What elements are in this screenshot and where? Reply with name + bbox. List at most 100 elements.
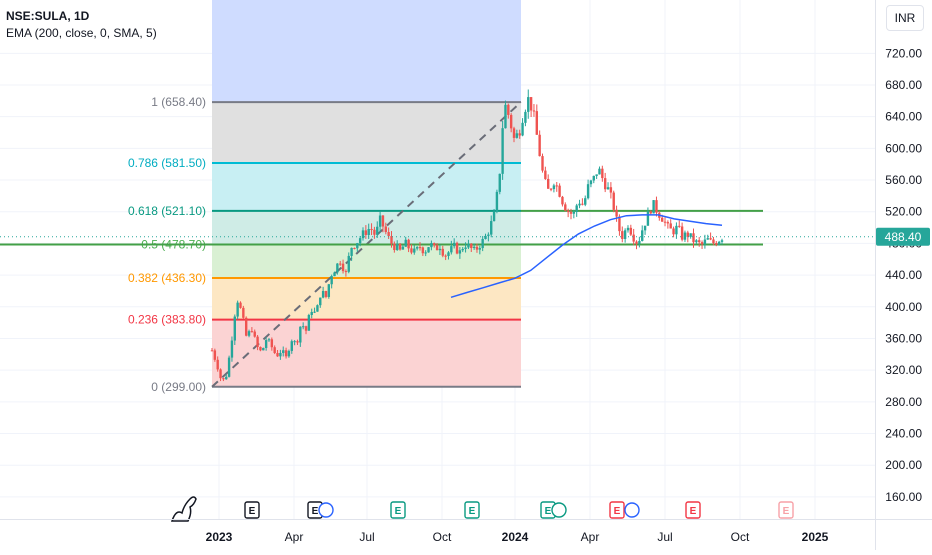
candle-body <box>384 226 387 233</box>
candle-body <box>244 317 248 336</box>
candle-body <box>230 340 234 358</box>
candle <box>544 166 547 180</box>
candle-body <box>290 341 293 351</box>
candle <box>458 246 462 259</box>
time-axis-labels: 2023 Apr Jul Oct 2024 Apr Jul Oct 2025 <box>206 530 829 544</box>
candle-body <box>287 350 291 357</box>
candle <box>327 283 331 299</box>
candle-body <box>393 243 396 251</box>
candle <box>210 348 214 352</box>
earnings-marker-icon: E <box>244 501 260 519</box>
price-tick-label: 600.00 <box>885 141 922 155</box>
candle <box>401 244 405 250</box>
candle-body <box>276 352 279 357</box>
candle-body <box>467 243 470 248</box>
fib-zone <box>212 278 521 320</box>
candle <box>509 113 513 133</box>
earnings-marker-icon: E <box>685 501 701 519</box>
candle <box>481 235 484 252</box>
candle <box>304 325 308 335</box>
candle-body <box>313 311 316 313</box>
candle-body <box>660 217 664 222</box>
time-tick-label: 2023 <box>206 530 233 544</box>
candle <box>227 355 231 378</box>
candle <box>324 290 328 299</box>
candle <box>333 271 336 277</box>
fib-level-label: 1 (658.40) <box>151 95 206 109</box>
earnings-marker-glyph: E <box>783 506 790 517</box>
candle-body <box>410 248 413 253</box>
candle-body <box>703 239 707 245</box>
candle <box>552 183 556 193</box>
time-axis-panel[interactable] <box>0 519 876 550</box>
candle-body <box>638 240 641 244</box>
candle-body <box>547 178 550 189</box>
candle-body <box>381 215 385 227</box>
candle <box>350 247 353 261</box>
candle <box>575 203 578 217</box>
earnings-marker-icon: E <box>609 501 625 519</box>
candle-body <box>264 340 268 348</box>
price-tick-label: 320.00 <box>885 363 922 377</box>
candle <box>498 173 501 195</box>
fib-zone <box>212 244 521 279</box>
candle-body <box>706 238 709 240</box>
candle-body <box>612 192 615 210</box>
earnings-marker-frame <box>778 501 794 519</box>
candle <box>558 183 561 198</box>
price-axis-panel[interactable] <box>875 0 932 520</box>
candle <box>415 246 419 251</box>
candle <box>427 246 430 253</box>
candle-body <box>544 170 547 179</box>
candle <box>219 368 222 382</box>
candle <box>301 322 305 330</box>
candle-body <box>490 221 493 235</box>
candle <box>484 233 487 240</box>
candle-body <box>601 168 604 179</box>
candle-body <box>339 263 342 265</box>
candle <box>635 240 638 250</box>
last-price-tag <box>876 227 930 246</box>
candle <box>669 219 672 229</box>
currency-button[interactable]: INR <box>886 5 924 31</box>
time-tick-label: Oct <box>433 530 452 544</box>
candle-body <box>575 205 578 212</box>
candle-body <box>692 233 695 243</box>
time-tick-label: 2024 <box>502 530 529 544</box>
candle <box>421 246 425 256</box>
candle-body <box>390 236 393 244</box>
symbol-title[interactable]: NSE:SULA, 1D <box>6 9 90 23</box>
candle-body <box>626 227 630 231</box>
candle-body <box>720 240 724 242</box>
candle <box>663 217 667 227</box>
candle <box>250 327 254 333</box>
candle-body <box>609 187 613 193</box>
ema-indicator-label[interactable]: EMA (200, close, 0, SMA, 5) <box>6 26 157 40</box>
candle-body <box>615 209 618 217</box>
candle <box>518 129 521 139</box>
candle-body <box>487 234 490 236</box>
candle-body <box>663 221 667 223</box>
candle <box>381 215 385 233</box>
earnings-marker-glyph: E <box>395 506 402 517</box>
candle <box>695 239 698 245</box>
candle-body <box>712 239 715 244</box>
candle <box>330 274 333 289</box>
candle-body <box>310 311 313 316</box>
fib-level-label: 0.618 (521.10) <box>128 204 206 218</box>
candle-body <box>336 263 339 273</box>
candle-body <box>282 350 285 353</box>
logo-icon <box>170 496 197 522</box>
candle-body <box>592 175 595 181</box>
fib-level-label: 0 (299.00) <box>151 380 206 394</box>
candle-body <box>407 239 410 249</box>
candle <box>598 166 601 175</box>
candle-body <box>700 242 704 245</box>
candle-body <box>395 243 399 251</box>
candle-body <box>635 241 638 244</box>
earnings-marker-glyph: E <box>249 506 256 517</box>
candle-body <box>584 198 587 205</box>
